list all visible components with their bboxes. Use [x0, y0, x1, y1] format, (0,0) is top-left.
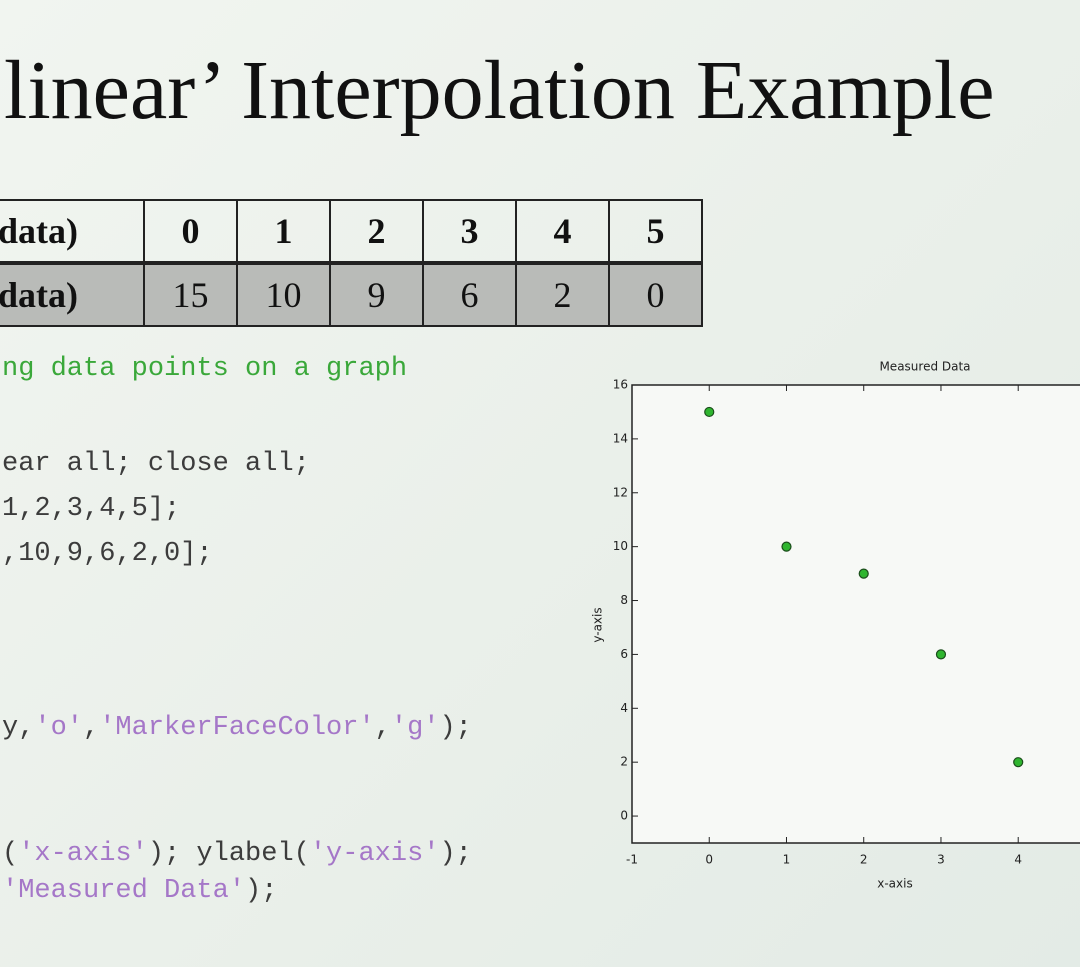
data-point [1013, 757, 1024, 768]
code-string: 'o' [34, 713, 84, 743]
x-tick-label: 2 [860, 853, 868, 867]
x-tick-label: 0 [705, 853, 713, 867]
x-tick-label: -1 [626, 853, 638, 867]
code-text: ( [2, 839, 19, 869]
code-comment: ng data points on a graph [2, 354, 408, 384]
code-string: 'x-axis' [18, 839, 148, 869]
code-text: ear all; close all; [2, 449, 310, 479]
code-line: y,'o','MarkerFaceColor','g'); [2, 713, 472, 743]
y-tick-label: 2 [620, 755, 628, 769]
code-line: ('x-axis'); ylabel('y-axis'); [2, 839, 472, 869]
code-text: ); [245, 876, 278, 906]
code-line: ear all; close all; [2, 449, 310, 479]
code-line: 'Measured Data'); [2, 876, 277, 906]
table-cell: 6 [422, 262, 517, 327]
table-cell: 3 [422, 199, 517, 264]
code-string: 'y-axis' [309, 839, 440, 869]
code-text: y, [2, 713, 35, 743]
y-tick-label: 16 [613, 378, 628, 392]
y-tick-label: 14 [613, 431, 628, 445]
table-cell: 1 [236, 199, 331, 264]
x-axis-label: x-axis [877, 877, 912, 891]
chart-title: Measured Data [879, 360, 970, 374]
code-text: , [374, 713, 391, 743]
y-axis-label: y-axis [591, 607, 605, 642]
code-string: 'MarkerFaceColor' [99, 713, 375, 743]
table-cell: 4 [515, 199, 610, 264]
table-cell: 9 [329, 262, 424, 327]
code-string: 'Measured Data' [2, 876, 246, 906]
code-text: , [83, 713, 100, 743]
table-cell: 15 [143, 262, 238, 327]
plot-area [631, 384, 1080, 844]
code-text: ); ylabel( [147, 839, 310, 869]
data-point [858, 568, 869, 579]
x-tick-label: 3 [937, 853, 945, 867]
data-point [935, 649, 947, 660]
code-text: 1,2,3,4,5]; [2, 494, 181, 524]
table-row: data) 15 10 9 6 2 0 [0, 262, 703, 327]
row-header: data) [0, 199, 145, 264]
code-text: ); [439, 713, 472, 743]
code-text: ); [439, 839, 472, 869]
code-line: 1,2,3,4,5]; [2, 494, 180, 524]
y-tick-label: 10 [613, 539, 628, 553]
data-point [704, 406, 715, 418]
data-point [781, 541, 792, 552]
y-tick-label: 8 [620, 593, 628, 607]
data-table: data) 0 1 2 3 4 5 data) 15 10 9 6 2 0 [0, 199, 703, 327]
table-cell: 10 [236, 262, 331, 327]
row-header: data) [0, 262, 145, 327]
table-cell: 2 [329, 199, 424, 264]
x-tick-label: 1 [783, 853, 791, 867]
code-text: ,10,9,6,2,0]; [2, 539, 213, 569]
y-tick-label: 0 [620, 809, 628, 823]
code-line: ,10,9,6,2,0]; [2, 539, 213, 569]
code-string: 'g' [390, 713, 440, 743]
table-cell: 0 [143, 199, 238, 264]
y-tick-label: 6 [620, 647, 628, 661]
code-line: ng data points on a graph [2, 354, 407, 384]
slide-title: linear’ Interpolation Example [4, 44, 995, 137]
y-tick-label: 4 [620, 701, 628, 715]
table-cell: 5 [608, 199, 703, 264]
table-cell: 2 [515, 262, 610, 327]
x-tick-label: 4 [1014, 853, 1022, 867]
table-cell: 0 [608, 262, 703, 327]
y-tick-label: 12 [613, 485, 628, 499]
table-row: data) 0 1 2 3 4 5 [0, 199, 703, 264]
